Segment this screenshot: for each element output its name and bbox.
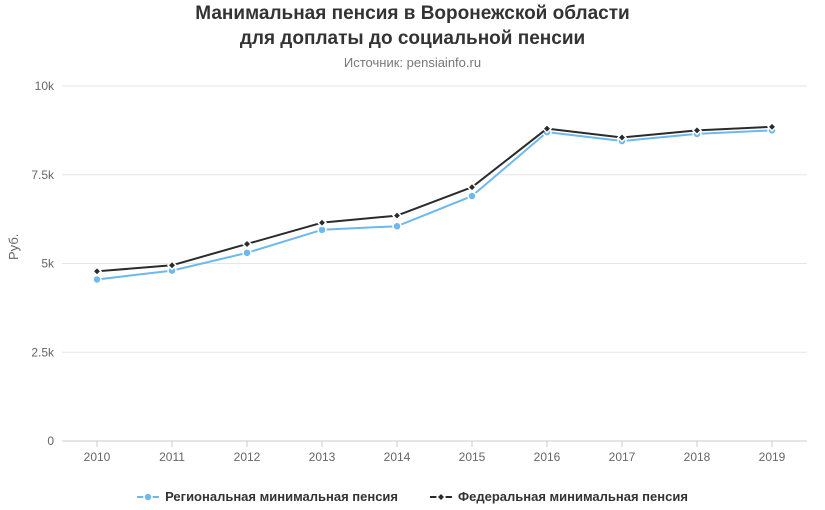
- svg-text:2019: 2019: [759, 450, 786, 464]
- legend-item-regional[interactable]: Региональная минимальная пенсия: [137, 489, 398, 504]
- svg-text:2011: 2011: [159, 450, 185, 464]
- svg-text:2010: 2010: [84, 450, 111, 464]
- y-axis-label: Руб.: [6, 234, 21, 260]
- chart-subtitle: Источник: pensiainfo.ru: [0, 55, 825, 70]
- chart-title: Манимальная пенсия в Воронежской области…: [0, 0, 825, 51]
- svg-text:7.5k: 7.5k: [31, 168, 55, 182]
- chart-title-line1: Манимальная пенсия в Воронежской области: [195, 3, 629, 24]
- svg-text:2018: 2018: [684, 450, 711, 464]
- svg-text:10k: 10k: [35, 79, 55, 93]
- legend-marker-regional: [137, 491, 159, 503]
- chart-svg: 02.5k5k7.5k10k20102011201220132014201520…: [62, 86, 807, 441]
- legend-item-federal[interactable]: Федеральная минимальная пенсия: [430, 489, 688, 504]
- pension-chart: Манимальная пенсия в Воронежской области…: [0, 0, 825, 510]
- legend-marker-federal: [430, 491, 452, 503]
- svg-text:2.5k: 2.5k: [31, 345, 55, 359]
- svg-text:5k: 5k: [41, 257, 55, 271]
- svg-text:2015: 2015: [459, 450, 486, 464]
- svg-text:2014: 2014: [384, 450, 411, 464]
- svg-text:2012: 2012: [234, 450, 261, 464]
- svg-text:2013: 2013: [309, 450, 336, 464]
- svg-text:0: 0: [47, 434, 54, 448]
- svg-text:2017: 2017: [609, 450, 636, 464]
- svg-text:2016: 2016: [534, 450, 561, 464]
- legend: Региональная минимальная пенсия Федераль…: [0, 489, 825, 504]
- legend-label-federal: Федеральная минимальная пенсия: [458, 489, 688, 504]
- plot-area: 02.5k5k7.5k10k20102011201220132014201520…: [62, 86, 807, 441]
- chart-title-line2: для доплаты до социальной пенсии: [240, 28, 585, 49]
- legend-label-regional: Региональная минимальная пенсия: [165, 489, 398, 504]
